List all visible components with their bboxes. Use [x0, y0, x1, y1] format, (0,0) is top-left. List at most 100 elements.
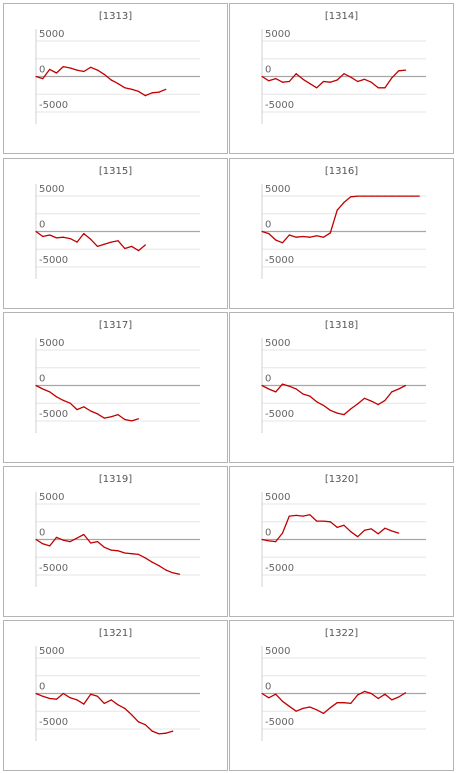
data-point	[309, 395, 311, 397]
data-point	[288, 80, 290, 83]
data-point	[370, 195, 372, 197]
data-point	[302, 515, 304, 517]
y-tick-label: -5000	[265, 409, 294, 420]
data-point	[103, 243, 105, 245]
data-point	[144, 95, 146, 97]
data-point	[69, 402, 71, 404]
data-point	[76, 69, 78, 71]
data-point	[49, 391, 51, 393]
data-point	[363, 78, 366, 80]
data-point	[131, 553, 133, 555]
y-tick-label: 0	[265, 374, 271, 385]
chart-title: [1316]	[324, 166, 359, 177]
data-point	[377, 533, 379, 535]
data-point	[137, 418, 140, 420]
chart-panel: [1321] 5000 0 -5000	[3, 620, 228, 771]
chart-panel: [1319] 5000 0 -5000	[3, 466, 228, 617]
data-point	[336, 702, 338, 704]
series-line	[261, 514, 399, 543]
data-point	[309, 514, 311, 516]
data-point	[295, 73, 297, 75]
data-point	[124, 87, 126, 89]
line-chart: 5000 0 -5000	[261, 29, 426, 124]
data-point	[55, 536, 58, 538]
data-point	[69, 67, 71, 69]
data-point	[288, 705, 290, 707]
data-point	[158, 733, 160, 735]
data-point	[268, 233, 270, 235]
data-point	[302, 235, 304, 238]
data-point	[165, 732, 167, 734]
data-point	[322, 236, 325, 238]
data-point	[316, 709, 318, 711]
data-point	[350, 196, 352, 198]
data-point	[384, 195, 386, 197]
data-point	[391, 195, 393, 197]
data-point	[391, 699, 393, 701]
data-point	[404, 195, 407, 197]
data-point	[137, 90, 140, 92]
data-point	[35, 538, 37, 541]
data-point	[377, 87, 379, 89]
data-point	[363, 690, 366, 692]
chart-title: [1314]	[324, 11, 359, 22]
data-point	[137, 553, 140, 555]
line-chart: 5000 0 -5000	[35, 492, 200, 587]
data-point	[322, 712, 325, 714]
data-point	[76, 241, 78, 243]
data-point	[158, 91, 160, 93]
y-tick-label: -5000	[265, 255, 294, 266]
data-point	[158, 565, 160, 567]
data-point	[316, 520, 318, 522]
chart-panel: [1316] 5000 0 -5000	[229, 158, 454, 309]
data-point	[288, 234, 290, 236]
line-chart: 5000 0 -5000	[261, 646, 426, 741]
data-point	[55, 72, 58, 74]
data-point	[83, 533, 85, 536]
data-point	[281, 383, 284, 385]
line-chart: 5000 0 -5000	[35, 184, 200, 279]
data-point	[357, 195, 359, 197]
y-tick-label: 5000	[265, 338, 290, 349]
data-point	[261, 384, 263, 387]
data-point	[370, 400, 372, 402]
data-point	[295, 388, 297, 390]
line-chart: 5000 0 -5000	[35, 338, 200, 433]
data-point	[110, 416, 112, 418]
chart-panel: [1313] 5000 0 -5000	[3, 3, 228, 154]
data-point	[363, 397, 366, 399]
data-point	[55, 237, 58, 239]
data-point	[343, 201, 345, 203]
data-point	[96, 413, 99, 415]
chart-panel: [1320] 5000 0 -5000	[229, 466, 454, 617]
data-point	[343, 702, 345, 704]
data-point	[309, 83, 311, 85]
data-point	[55, 396, 58, 398]
data-point	[35, 384, 37, 387]
chart-panel: [1317] 5000 0 -5000	[3, 312, 228, 463]
data-point	[117, 414, 119, 416]
data-point	[322, 520, 325, 522]
data-point	[404, 384, 407, 387]
data-point	[131, 88, 133, 90]
data-point	[391, 391, 393, 393]
data-point	[329, 81, 331, 83]
data-point	[172, 730, 174, 732]
data-point	[268, 697, 270, 699]
data-point	[62, 66, 64, 68]
data-point	[357, 694, 359, 696]
y-tick-label: -5000	[39, 563, 68, 574]
data-point	[62, 399, 64, 401]
data-point	[288, 515, 290, 517]
data-point	[144, 244, 146, 246]
data-point	[55, 698, 58, 700]
data-point	[117, 704, 119, 706]
data-point	[316, 401, 318, 403]
data-point	[83, 406, 85, 408]
y-tick-label: 0	[39, 682, 45, 693]
chart-title: [1313]	[98, 11, 133, 22]
y-tick-label: 0	[39, 528, 45, 539]
data-point	[90, 693, 92, 695]
data-point	[49, 234, 51, 236]
